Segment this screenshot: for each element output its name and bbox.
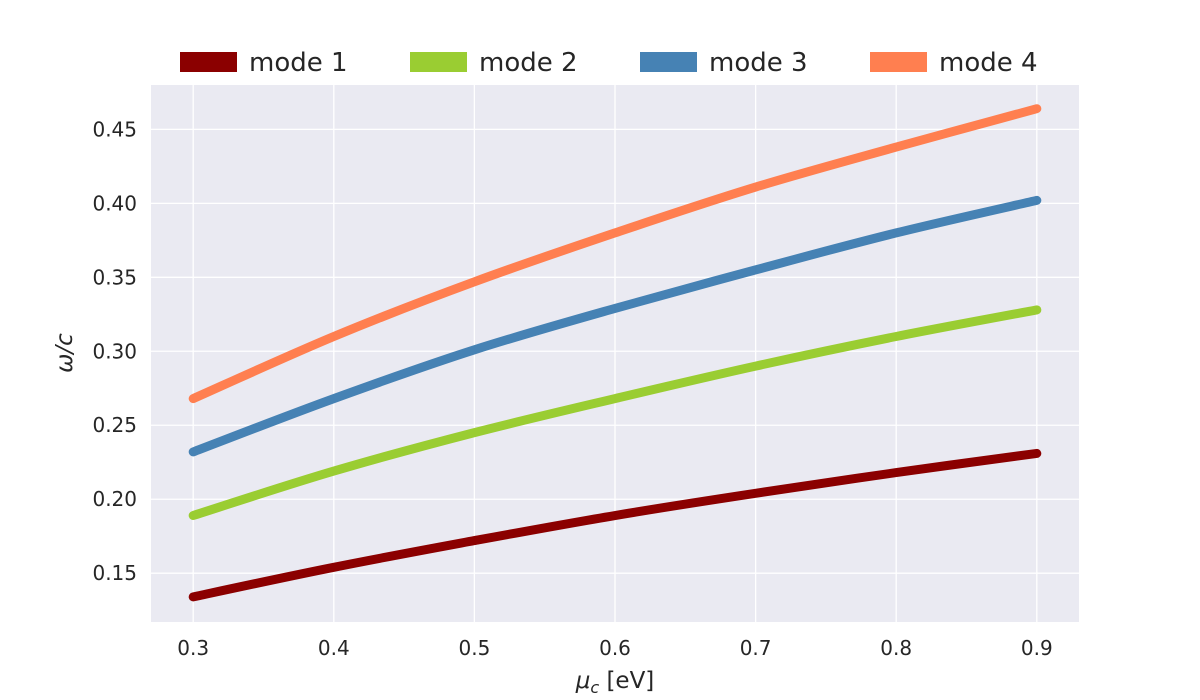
x-tick-labels: 0.3 0.4 0.5 0.6 0.7 0.8 0.9: [177, 636, 1052, 660]
series-lines: [188, 104, 1042, 602]
x-tick-label: 0.8: [880, 636, 912, 660]
legend-swatch-mode-3: [640, 52, 697, 72]
series-line-mode-1: [188, 448, 1042, 602]
x-tick-label: 0.4: [318, 636, 350, 660]
x-tick-label: 0.9: [1021, 636, 1053, 660]
x-axis-label: μc [eV]: [575, 668, 655, 697]
y-tick-label: 0.15: [92, 561, 137, 585]
y-tick-label: 0.45: [92, 117, 137, 141]
y-tick-label: 0.40: [92, 191, 137, 215]
x-tick-label: 0.5: [458, 636, 490, 660]
legend-swatch-mode-4: [870, 52, 927, 72]
legend: mode 1 mode 2 mode 3 mode 4: [180, 48, 1038, 78]
series-line-mode-4: [188, 104, 1042, 404]
y-tick-label: 0.35: [92, 265, 137, 289]
series-line-mode-3: [188, 195, 1042, 457]
legend-label-mode-3: mode 3: [709, 48, 808, 78]
series-line-mode-2: [188, 305, 1042, 520]
y-tick-label: 0.30: [92, 339, 137, 363]
legend-label-mode-4: mode 4: [939, 48, 1038, 78]
x-tick-label: 0.6: [599, 636, 631, 660]
legend-swatch-mode-1: [180, 52, 237, 72]
legend-label-mode-1: mode 1: [249, 48, 348, 78]
x-tick-label: 0.3: [177, 636, 209, 660]
y-tick-label: 0.25: [92, 413, 137, 437]
y-tick-label: 0.20: [92, 487, 137, 511]
legend-swatch-mode-2: [410, 52, 467, 72]
legend-label-mode-2: mode 2: [479, 48, 578, 78]
x-tick-label: 0.7: [740, 636, 772, 660]
y-tick-labels: 0.15 0.20 0.25 0.30 0.35 0.40 0.45: [92, 117, 137, 585]
y-axis-label: ω/c: [52, 333, 78, 373]
